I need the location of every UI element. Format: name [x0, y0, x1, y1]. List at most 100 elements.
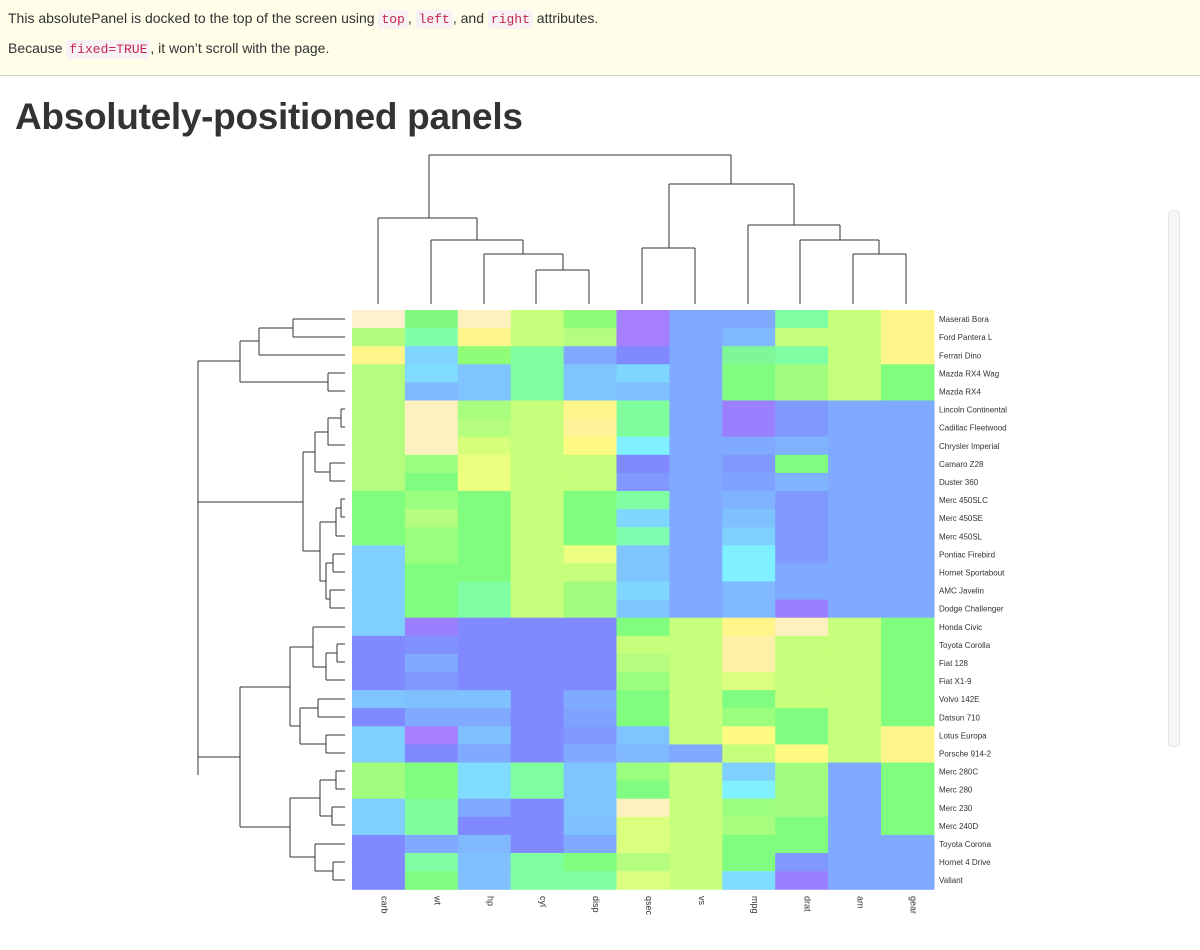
heatmap-cell: [828, 635, 882, 655]
heatmap-cell: [828, 599, 882, 619]
column-label: mpg: [750, 896, 760, 914]
heatmap-cell: [352, 436, 406, 456]
row-dendrogram-link: [292, 318, 345, 338]
row-label: Maserati Bora: [939, 315, 989, 324]
heatmap-cell: [669, 382, 723, 402]
heatmap-cell: [563, 762, 618, 782]
heatmap-cell: [881, 672, 935, 691]
heatmap-cell: [563, 364, 618, 383]
heatmap-cell: [828, 346, 882, 365]
heatmap-cell: [828, 708, 882, 727]
heatmap-cell: [404, 653, 459, 673]
heatmap-cell: [352, 382, 406, 402]
column-label: vs: [697, 896, 707, 906]
heatmap-cell: [722, 545, 776, 564]
heatmap-cell: [563, 672, 618, 691]
heatmap-cell: [404, 672, 459, 691]
heatmap-cell: [775, 672, 829, 691]
row-dendrogram-link: [258, 327, 345, 356]
heatmap-cell: [404, 346, 459, 365]
heatmap-cell: [616, 454, 670, 474]
heatmap-cell: [510, 834, 565, 854]
heatmap-cell: [669, 346, 723, 365]
heatmap-cell: [722, 871, 776, 890]
heatmap-cell: [510, 690, 565, 709]
heatmap-cell: [669, 491, 723, 510]
column-dendrogram-link: [799, 239, 880, 304]
heatmap-cell: [457, 690, 512, 709]
row-dendrogram-link: [317, 698, 345, 718]
heatmap-cell: [722, 527, 776, 546]
heatmap-cell: [881, 527, 935, 546]
heatmap-cell: [722, 364, 776, 383]
heatmap-cell: [881, 762, 935, 782]
heatmap-cell: [775, 708, 829, 727]
absolute-panel: This absolutePanel is docked to the top …: [0, 0, 1200, 76]
heatmap-cell: [775, 454, 829, 474]
heatmap-cell: [881, 871, 935, 890]
heatmap-cell: [457, 364, 512, 383]
heatmap-cell: [457, 527, 512, 546]
heatmap-cell: [510, 382, 565, 402]
heatmap-cell: [352, 762, 406, 782]
heatmap-cell: [457, 744, 512, 764]
heatmap-cell: [722, 472, 776, 492]
heatmap-cell: [563, 726, 618, 745]
heatmap-cell: [775, 780, 829, 800]
heatmap-cell: [616, 310, 670, 329]
heatmap-cell: [404, 871, 459, 890]
row-dendrogram-link: [197, 432, 240, 775]
heatmap-cell: [828, 853, 882, 872]
scrollbar[interactable]: [1168, 210, 1180, 747]
heatmap-cell: [828, 454, 882, 474]
row-label: Fiat X1-9: [939, 677, 972, 686]
heatmap-cell: [457, 853, 512, 872]
heatmap-cell: [510, 726, 565, 745]
heatmap-cell: [510, 418, 565, 438]
heatmap-cell: [828, 310, 882, 329]
column-label: wt: [432, 895, 442, 905]
heatmap-cell: [828, 690, 882, 709]
heatmap-cell: [404, 599, 459, 619]
heatmap-cell: [722, 780, 776, 800]
heatmap-cell: [722, 418, 776, 438]
heatmap-cell: [775, 310, 829, 329]
heatmap-cell: [616, 816, 670, 836]
heatmap-cell: [352, 871, 406, 890]
heatmap-cell: [510, 798, 565, 818]
heatmap-cell: [881, 400, 935, 420]
heatmap-cell: [510, 328, 565, 347]
heatmap-cell: [722, 400, 776, 420]
heatmap-cell: [881, 816, 935, 836]
code-left: left: [415, 10, 453, 29]
heatmap-cell: [775, 653, 829, 673]
heatmap-cell: [563, 599, 618, 619]
row-dendrogram-link: [325, 652, 345, 681]
heatmap-cell: [404, 798, 459, 818]
heatmap-cell: [457, 617, 512, 637]
heatmap-cell: [669, 834, 723, 854]
heatmap-cell: [669, 472, 723, 492]
panel-line-1: This absolutePanel is docked to the top …: [8, 8, 598, 30]
heatmap-cell: [563, 853, 618, 872]
heatmap-cell: [722, 726, 776, 745]
row-label: Honda Civic: [939, 623, 982, 632]
heatmap-cell: [775, 400, 829, 420]
heatmap-cell: [352, 418, 406, 438]
heatmap-cell: [775, 617, 829, 637]
heatmap-cell: [828, 364, 882, 383]
heatmap-cell: [722, 328, 776, 347]
heatmap-cell: [404, 690, 459, 709]
column-dendrogram-link: [747, 224, 841, 304]
heatmap-cell: [616, 472, 670, 492]
heatmap-cell: [828, 527, 882, 546]
row-dendrogram-link: [327, 372, 345, 392]
heatmap-cell: [563, 653, 618, 673]
row-label: Cadillac Fleetwood: [939, 424, 1007, 433]
row-label: Camaro Z28: [939, 460, 984, 469]
heatmap-cell: [563, 400, 618, 420]
heatmap-cell: [457, 472, 512, 492]
panel-text: , and: [452, 10, 488, 26]
heatmap-cell: [669, 816, 723, 836]
heatmap-cell: [775, 436, 829, 456]
